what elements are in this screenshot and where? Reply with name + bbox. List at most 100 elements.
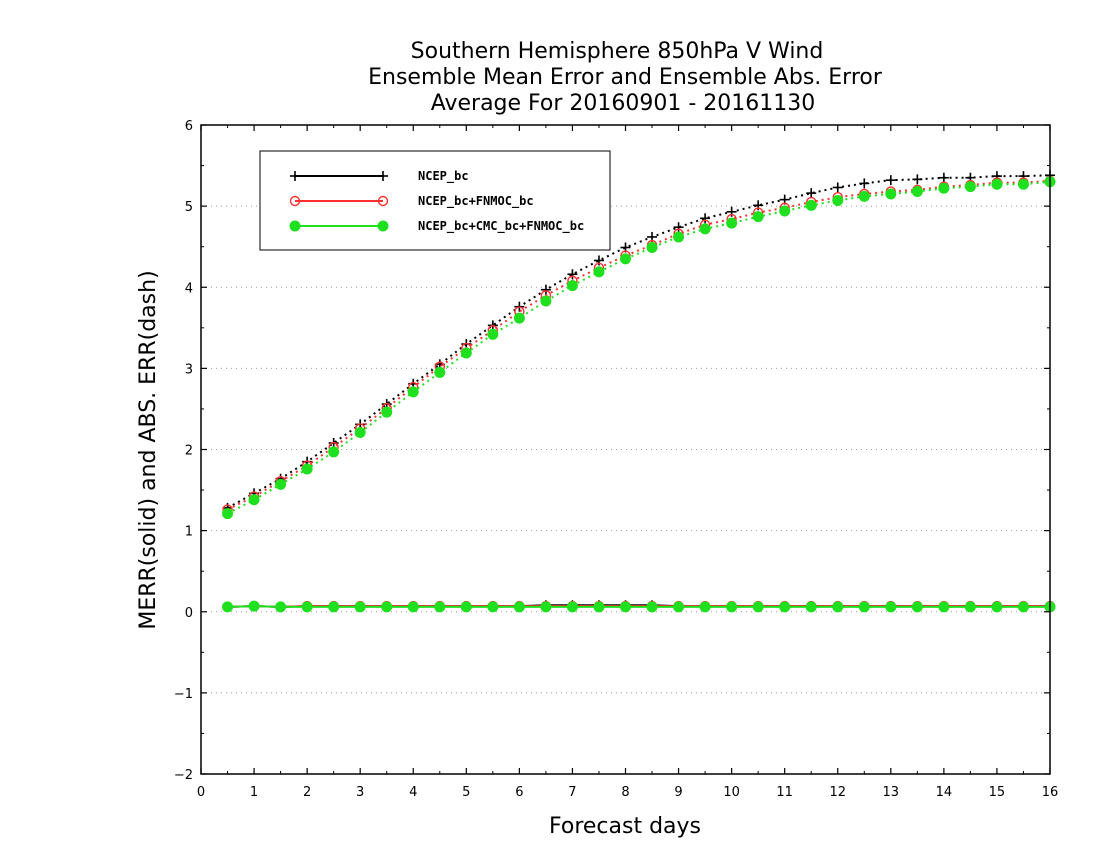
merr-point bbox=[513, 601, 525, 613]
abs-err-point bbox=[805, 199, 817, 211]
x-tick-label: 6 bbox=[515, 785, 523, 800]
merr-point bbox=[434, 601, 446, 613]
merr-point bbox=[779, 601, 791, 613]
x-tick-label: 12 bbox=[829, 785, 846, 800]
legend-label: NCEP_bc+FNMOC_bc bbox=[418, 194, 534, 209]
y-tick-label: 6 bbox=[185, 119, 193, 134]
abs-err-point bbox=[381, 406, 393, 418]
y-axis: −2 −1 0 1 2 3 4 5 6 bbox=[174, 119, 1050, 783]
merr-point bbox=[726, 601, 738, 613]
merr-point bbox=[354, 601, 366, 613]
merr-point bbox=[460, 601, 472, 613]
x-tick-label: 8 bbox=[621, 785, 629, 800]
legend-marker bbox=[378, 171, 388, 181]
abs-err-point bbox=[328, 446, 340, 458]
legend-marker bbox=[289, 220, 301, 232]
x-tick-label: 15 bbox=[989, 785, 1006, 800]
merr-point bbox=[566, 601, 578, 613]
merr-line-ncep-bc-cmc-bc-fnmoc-bc bbox=[227, 605, 1050, 608]
x-tick-label: 3 bbox=[356, 785, 364, 800]
legend-item: NCEP_bc+FNMOC_bc bbox=[289, 194, 534, 209]
abs-err-point bbox=[858, 190, 870, 202]
abs-err-point bbox=[885, 188, 897, 200]
merr-point bbox=[699, 601, 711, 613]
abs-err-point bbox=[407, 386, 419, 398]
x-tick-label: 2 bbox=[303, 785, 311, 800]
abs-err-line-ncep-bc bbox=[227, 174, 1051, 509]
abs-err-point bbox=[673, 222, 684, 233]
merr-point bbox=[593, 601, 605, 613]
title-line-1: Southern Hemisphere 850hPa V Wind bbox=[411, 39, 824, 64]
merr-point bbox=[301, 601, 313, 613]
x-tick-label: 9 bbox=[674, 785, 682, 800]
legend: NCEP_bc NCEP_bc+FNMOC_bc NCEP_bc+CMC_bc+FN… bbox=[259, 150, 611, 251]
x-tick-label: 13 bbox=[883, 785, 900, 800]
legend-item: NCEP_bc bbox=[290, 169, 469, 184]
abs-err-point bbox=[938, 182, 950, 194]
merr-point bbox=[858, 601, 870, 613]
abs-err-point bbox=[540, 284, 551, 295]
abs-err-point bbox=[354, 426, 366, 438]
x-axis-label: Forecast days bbox=[549, 814, 701, 839]
merr-point bbox=[673, 601, 685, 613]
abs-err-point bbox=[673, 231, 685, 243]
y-tick-label: 1 bbox=[185, 525, 193, 540]
abs-err-point bbox=[752, 211, 764, 223]
merr-point bbox=[832, 601, 844, 613]
merr-point bbox=[540, 601, 552, 613]
abs-err-point bbox=[275, 478, 287, 490]
merr-point bbox=[487, 601, 499, 613]
abs-err-point bbox=[248, 494, 260, 506]
merr-point bbox=[1017, 601, 1029, 613]
abs-err-line-ncep-bc-cmc-bc-fnmoc-bc bbox=[227, 180, 1051, 515]
title-line-3: Average For 20160901 - 20161130 bbox=[431, 91, 816, 116]
abs-err-point bbox=[513, 312, 525, 324]
title-line-2: Ensemble Mean Error and Ensemble Abs. Er… bbox=[368, 65, 883, 90]
legend-marker bbox=[289, 195, 301, 207]
x-tick-label: 1 bbox=[250, 785, 258, 800]
merr-point bbox=[222, 601, 234, 613]
series-ncep-bc-cmc-bc-fnmoc-bc bbox=[222, 176, 1056, 613]
abs-err-point bbox=[699, 223, 711, 235]
legend-box bbox=[259, 150, 611, 251]
merr-point bbox=[381, 601, 393, 613]
x-tick-label: 4 bbox=[409, 785, 417, 800]
abs-err-point bbox=[938, 172, 949, 183]
abs-err-point bbox=[540, 295, 552, 307]
y-tick-label: −2 bbox=[174, 768, 193, 783]
abs-err-point bbox=[911, 186, 923, 198]
x-tick-label: 0 bbox=[197, 785, 205, 800]
abs-err-point bbox=[1017, 178, 1029, 190]
x-axis: 0 1 2 3 4 5 6 7 8 9 10 11 12 13 14 15 16 bbox=[197, 125, 1058, 800]
abs-err-point bbox=[912, 174, 923, 185]
abs-err-point bbox=[301, 463, 313, 475]
abs-err-point bbox=[460, 347, 472, 359]
merr-point bbox=[275, 601, 287, 613]
merr-point bbox=[885, 601, 897, 613]
abs-err-point bbox=[487, 328, 499, 340]
chart-title: Southern Hemisphere 850hPa V Wind Ensemb… bbox=[368, 39, 883, 116]
merr-point bbox=[620, 601, 631, 613]
legend-marker bbox=[377, 195, 389, 207]
x-tick-label: 16 bbox=[1042, 785, 1059, 800]
grid bbox=[201, 205, 1050, 694]
abs-err-point bbox=[964, 181, 976, 193]
abs-err-point bbox=[700, 213, 711, 224]
y-axis-label: MERR(solid) and ABS. ERR(dash) bbox=[136, 270, 161, 629]
x-tick-label: 10 bbox=[723, 785, 740, 800]
abs-err-point bbox=[726, 217, 738, 229]
abs-err-point bbox=[434, 366, 446, 378]
abs-err-point bbox=[832, 194, 844, 206]
merr-point bbox=[938, 601, 950, 613]
legend-label: NCEP_bc bbox=[418, 169, 469, 184]
legend-label: NCEP_bc+CMC_bc+FNMOC_bc bbox=[418, 219, 584, 234]
abs-err-point bbox=[832, 182, 843, 193]
legend-marker bbox=[377, 220, 389, 232]
merr-point bbox=[646, 601, 658, 613]
abs-err-point bbox=[566, 280, 578, 292]
merr-point bbox=[407, 601, 419, 613]
merr-point bbox=[752, 601, 764, 613]
series-layer bbox=[222, 170, 1056, 613]
abs-err-point bbox=[991, 178, 1003, 190]
